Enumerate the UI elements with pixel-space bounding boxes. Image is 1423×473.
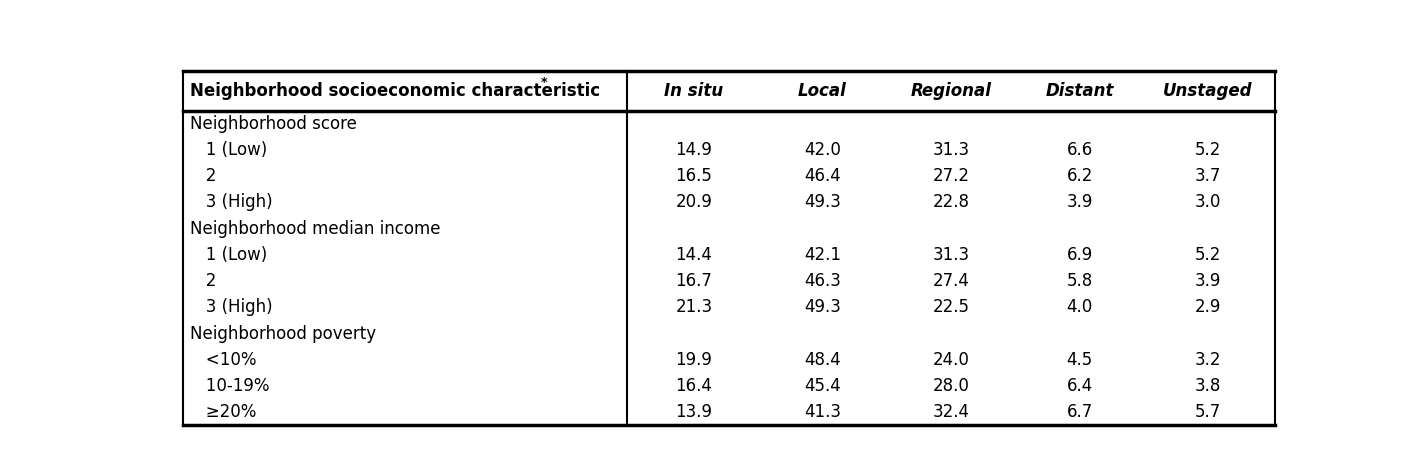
Text: 3.2: 3.2 (1195, 351, 1221, 369)
Text: Local: Local (798, 82, 847, 100)
Text: 14.4: 14.4 (676, 246, 713, 264)
Text: 4.0: 4.0 (1066, 298, 1093, 316)
Text: 20.9: 20.9 (676, 193, 713, 211)
Text: 24.0: 24.0 (932, 351, 969, 369)
Text: 3.9: 3.9 (1195, 272, 1221, 290)
Bar (184, 137, 1275, 163)
Text: 16.4: 16.4 (676, 377, 713, 395)
Text: 46.4: 46.4 (804, 167, 841, 185)
Text: 49.3: 49.3 (804, 193, 841, 211)
Text: 45.4: 45.4 (804, 377, 841, 395)
Text: 2: 2 (191, 272, 216, 290)
Text: 10-19%: 10-19% (191, 377, 269, 395)
Bar (184, 347, 1275, 373)
Bar (184, 242, 1275, 268)
Text: 49.3: 49.3 (804, 298, 841, 316)
Text: 27.2: 27.2 (932, 167, 969, 185)
Text: 6.7: 6.7 (1066, 403, 1093, 421)
Text: 19.9: 19.9 (676, 351, 713, 369)
Text: 16.5: 16.5 (676, 167, 713, 185)
Text: 6.6: 6.6 (1066, 141, 1093, 159)
Text: 21.3: 21.3 (676, 298, 713, 316)
Text: 6.4: 6.4 (1066, 377, 1093, 395)
Text: <10%: <10% (191, 351, 256, 369)
Text: 3 (High): 3 (High) (191, 193, 273, 211)
Text: 4.5: 4.5 (1066, 351, 1093, 369)
Text: *: * (541, 77, 548, 89)
Bar (184, 189, 1275, 216)
Text: 31.3: 31.3 (932, 246, 969, 264)
Text: 3 (High): 3 (High) (191, 298, 273, 316)
Text: Distant: Distant (1046, 82, 1114, 100)
Text: 2: 2 (191, 167, 216, 185)
Text: 2.9: 2.9 (1195, 298, 1221, 316)
Text: 3.7: 3.7 (1195, 167, 1221, 185)
Text: 48.4: 48.4 (804, 351, 841, 369)
Text: 5.2: 5.2 (1195, 246, 1221, 264)
Text: 42.1: 42.1 (804, 246, 841, 264)
Text: Regional: Regional (911, 82, 992, 100)
Text: 1 (Low): 1 (Low) (191, 141, 268, 159)
Text: 6.2: 6.2 (1066, 167, 1093, 185)
Text: 16.7: 16.7 (676, 272, 713, 290)
Bar (184, 216, 1275, 242)
Bar (184, 111, 1275, 137)
Text: Neighborhood median income: Neighborhood median income (191, 219, 441, 237)
Text: 27.4: 27.4 (932, 272, 969, 290)
Text: 3.0: 3.0 (1195, 193, 1221, 211)
Text: 46.3: 46.3 (804, 272, 841, 290)
Bar (184, 320, 1275, 347)
Text: Unstaged: Unstaged (1164, 82, 1252, 100)
Text: 3.9: 3.9 (1066, 193, 1093, 211)
Bar (184, 163, 1275, 189)
Text: ≥20%: ≥20% (191, 403, 256, 421)
Text: 13.9: 13.9 (676, 403, 713, 421)
Text: 41.3: 41.3 (804, 403, 841, 421)
Text: 14.9: 14.9 (676, 141, 713, 159)
Text: 6.9: 6.9 (1066, 246, 1093, 264)
Text: 28.0: 28.0 (932, 377, 969, 395)
Text: 5.2: 5.2 (1195, 141, 1221, 159)
Text: Neighborhood poverty: Neighborhood poverty (191, 324, 376, 342)
Text: 32.4: 32.4 (932, 403, 969, 421)
Text: Neighborhood score: Neighborhood score (191, 115, 357, 133)
Bar (184, 294, 1275, 320)
Text: 22.5: 22.5 (932, 298, 969, 316)
Text: 1 (Low): 1 (Low) (191, 246, 268, 264)
Bar (184, 399, 1275, 425)
Bar (184, 71, 1275, 111)
Text: 22.8: 22.8 (932, 193, 969, 211)
Bar (184, 268, 1275, 294)
Bar (184, 373, 1275, 399)
Text: In situ: In situ (665, 82, 724, 100)
Text: 3.8: 3.8 (1195, 377, 1221, 395)
Text: 5.8: 5.8 (1066, 272, 1093, 290)
Text: 5.7: 5.7 (1195, 403, 1221, 421)
Text: Neighborhood socioeconomic characteristic: Neighborhood socioeconomic characteristi… (191, 82, 601, 100)
Text: 31.3: 31.3 (932, 141, 969, 159)
Text: 42.0: 42.0 (804, 141, 841, 159)
